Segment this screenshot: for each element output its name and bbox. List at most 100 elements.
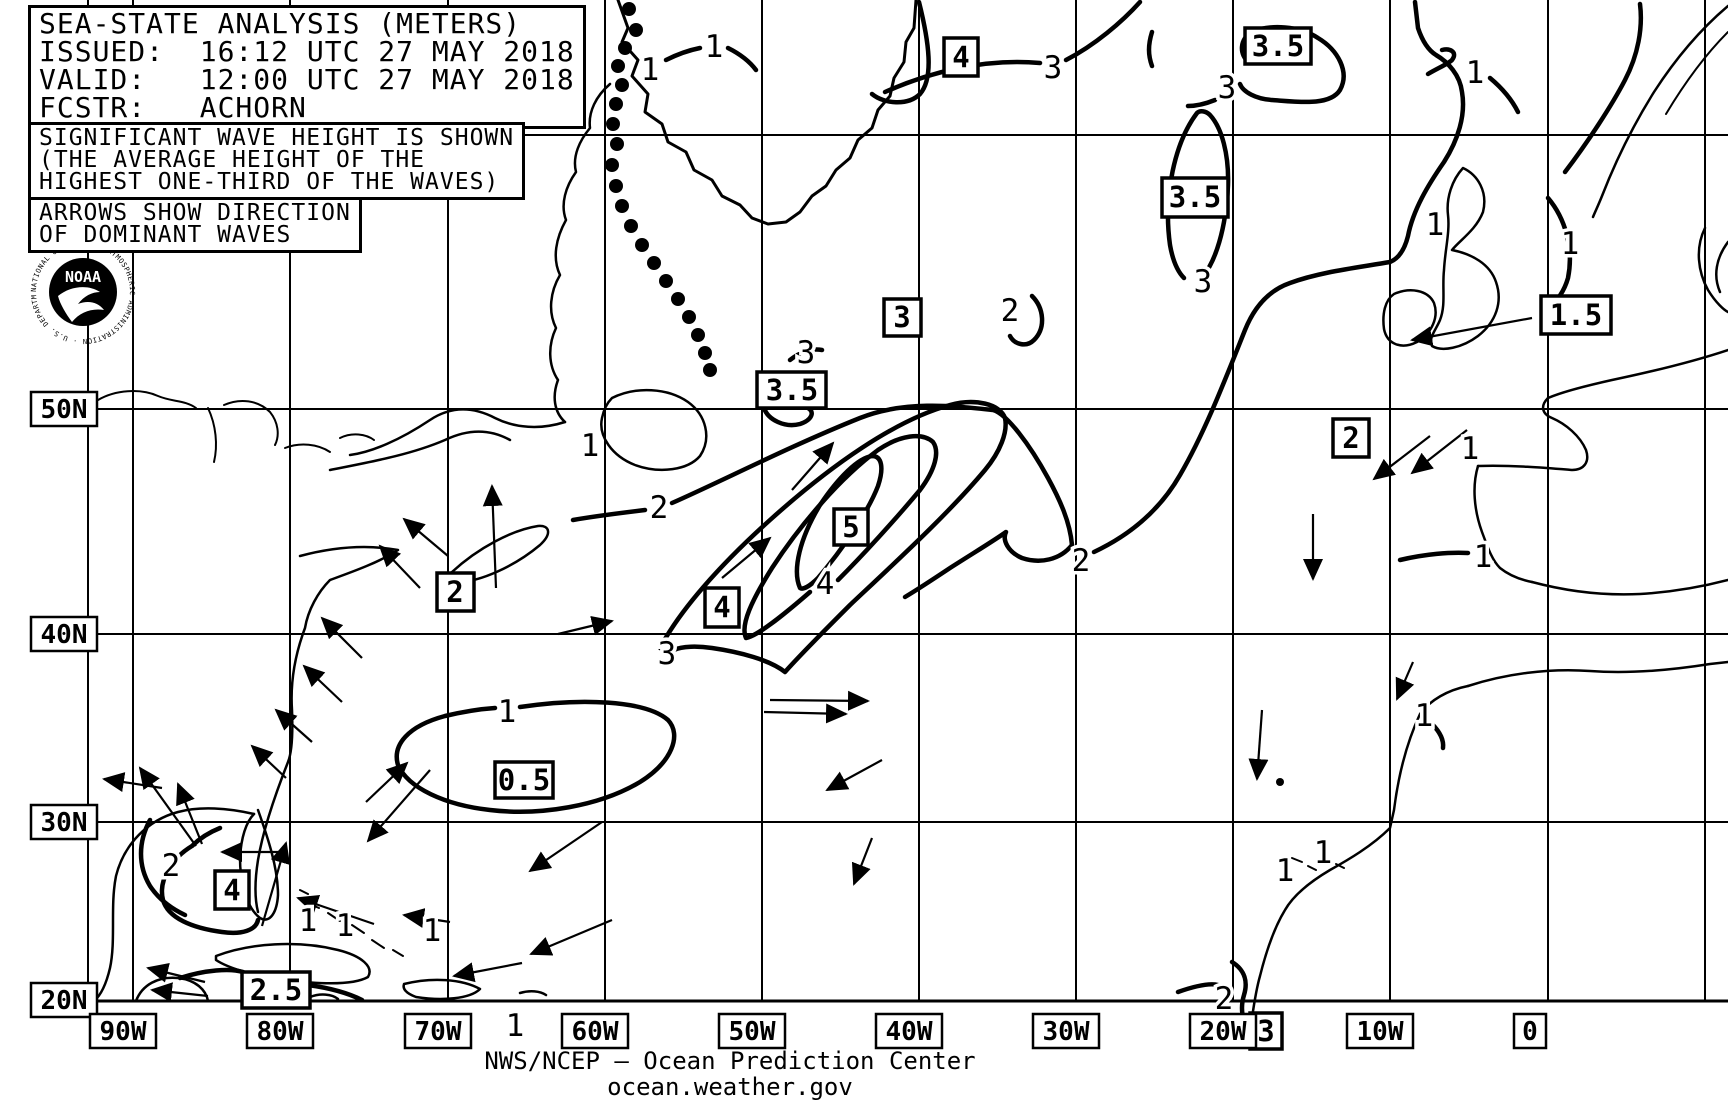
wave-arrow xyxy=(851,837,874,886)
channel-france-coast xyxy=(1546,348,1728,400)
lon-label-text: 80W xyxy=(257,1017,304,1047)
wave-direction-arrows xyxy=(102,316,1533,1003)
wave-height-box: 3 xyxy=(882,297,923,338)
lon-label-text: 10W xyxy=(1357,1017,1404,1047)
footer-org: NWS/NCEP – Ocean Prediction Center xyxy=(484,1047,976,1075)
wave-height-value: 4 xyxy=(952,40,969,74)
wave-arrow xyxy=(482,484,503,589)
lon-label-text: 20W xyxy=(1200,1017,1247,1047)
contour-label: 1 xyxy=(336,908,355,944)
contour-label: 3 xyxy=(797,335,816,371)
wave-height-box: 3.5 xyxy=(755,370,828,410)
lat-label-text: 30N xyxy=(41,808,88,838)
contour-2-switchback xyxy=(902,529,1075,600)
contour-label: 1 xyxy=(581,428,600,464)
wave-arrow xyxy=(274,708,313,743)
wave-height-box: 3.5 xyxy=(1160,176,1230,219)
wave-arrow xyxy=(402,517,449,557)
wave-height-value: 3.5 xyxy=(1252,29,1304,63)
contour-2-transatlantic xyxy=(570,0,1466,555)
lake-michigan xyxy=(207,407,217,463)
africa-west-coast xyxy=(1249,684,1470,1050)
st-lawrence-coast xyxy=(348,408,567,457)
brittany-biscay-coast xyxy=(1476,396,1589,472)
contour-3p5-west-loop xyxy=(761,347,825,428)
contour-3-northwest xyxy=(869,0,931,105)
wave-note-line: SIGNIFICANT WAVE HEIGHT IS SHOWN xyxy=(39,125,515,151)
contour-label: 4 xyxy=(816,566,835,602)
ice-edge-dots xyxy=(605,2,717,377)
lon-label: 90W xyxy=(88,1012,158,1050)
iberia-west-coast xyxy=(1473,464,1534,584)
contour-label: 2 xyxy=(1072,543,1091,579)
wave-height-value: 3 xyxy=(1257,1014,1274,1048)
wave-height-box: 2.5 xyxy=(240,970,312,1010)
contour-label: 2 xyxy=(1215,981,1234,1017)
wave-arrow xyxy=(102,772,163,792)
contour-label: 3 xyxy=(1044,50,1063,86)
contour-3p5-almond xyxy=(1165,109,1231,281)
contour-label: 1 xyxy=(299,903,318,939)
wave-height-note: SIGNIFICANT WAVE HEIGHT IS SHOWN (THE AV… xyxy=(28,122,526,200)
wave-height-box: 4 xyxy=(213,869,251,911)
contour-label: 1 xyxy=(1474,539,1493,575)
contour-label: 3 xyxy=(1218,70,1237,106)
wave-arrow xyxy=(1372,435,1431,481)
lon-label: 80W xyxy=(245,1012,315,1050)
lat-label: 50N xyxy=(29,390,99,428)
madeira-island xyxy=(1276,778,1284,786)
wave-height-box: 1.5 xyxy=(1539,294,1613,336)
contour-5-storm-inner xyxy=(794,453,884,591)
title-block: SEA-STATE ANALYSIS (METERS) ISSUED: 16:1… xyxy=(28,5,586,129)
wave-height-box: 2 xyxy=(1331,417,1371,459)
lon-label-text: 40W xyxy=(886,1017,933,1047)
contour-1-morocco xyxy=(1429,721,1446,751)
lat-label: 20N xyxy=(29,981,99,1019)
lon-label: 40W xyxy=(874,1012,944,1050)
wave-note-line: HIGHEST ONE-THIRD OF THE WAVES) xyxy=(39,169,500,195)
wave-height-value: 0.5 xyxy=(498,763,550,797)
contour-label: 1 xyxy=(1314,835,1333,871)
contour-2-hook-west-end xyxy=(1007,293,1045,347)
lon-label-text: 30W xyxy=(1043,1017,1090,1047)
wave-arrow xyxy=(1395,661,1415,701)
wave-height-value: 2.5 xyxy=(250,973,302,1007)
wave-arrow xyxy=(763,703,848,724)
lat-label: 30N xyxy=(29,803,99,841)
noaa-seagull-icon xyxy=(58,287,104,322)
newfoundland-coast xyxy=(600,388,708,472)
wave-height-box: 3.5 xyxy=(1243,26,1313,66)
wave-height-value: 3 xyxy=(893,300,910,334)
wave-height-box: 4 xyxy=(703,586,741,629)
wave-height-value: 5 xyxy=(842,510,859,544)
contour-1-west-iberia xyxy=(1397,550,1471,563)
wave-arrow xyxy=(402,908,451,928)
issued-line: ISSUED: 16:12 UTC 27 MAY 2018 xyxy=(39,35,575,68)
contour-2-gulf-arc xyxy=(138,817,188,918)
wave-arrow xyxy=(260,841,291,927)
contour-label: 1 xyxy=(1426,207,1445,243)
jamaica-coast xyxy=(308,993,340,1001)
contour-label: 1 xyxy=(423,913,442,949)
contour-label: 2 xyxy=(650,490,669,526)
iberia-south-coast xyxy=(1530,578,1728,596)
gulf-of-mexico-coast xyxy=(92,807,256,1003)
lat-label: 40N xyxy=(29,615,99,653)
lake-superior xyxy=(97,390,197,409)
contour-label: 1 xyxy=(1415,698,1434,734)
wave-height-value: 4 xyxy=(713,590,730,624)
wave-arrow xyxy=(1410,429,1468,475)
wave-height-value: 4 xyxy=(223,873,240,907)
footer-url: ocean.weather.gov xyxy=(607,1073,853,1101)
forecaster-line: FCSTR: ACHORN xyxy=(39,91,307,124)
wave-arrow xyxy=(1410,316,1533,347)
canary-islands xyxy=(1291,855,1345,871)
contour-label: 2 xyxy=(1001,293,1020,329)
contour-1-sargasso-oval xyxy=(394,699,677,814)
wave-height-value: 1.5 xyxy=(1550,298,1602,332)
wave-arrow xyxy=(365,761,409,803)
footer: NWS/NCEP – Ocean Prediction Center ocean… xyxy=(430,1048,1030,1100)
lake-erie xyxy=(284,443,331,453)
lake-huron xyxy=(223,399,279,446)
